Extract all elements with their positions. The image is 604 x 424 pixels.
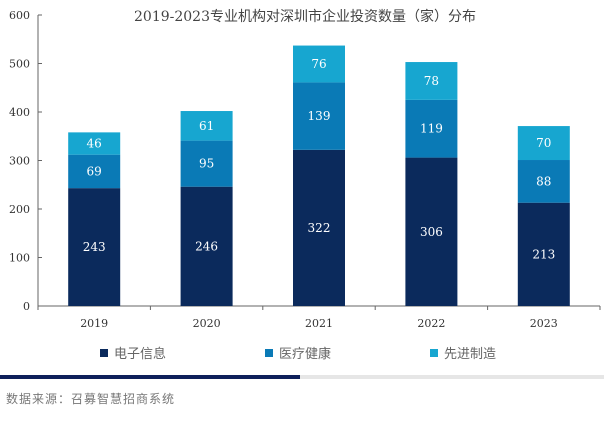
y-tick-label: 300 xyxy=(9,155,30,168)
bar-segment xyxy=(180,140,233,187)
data-label: 95 xyxy=(199,157,214,171)
data-label: 70 xyxy=(536,136,551,150)
x-tick-label: 2019 xyxy=(80,317,108,330)
divider xyxy=(0,375,604,379)
bar-segment xyxy=(517,202,570,306)
bar-segment xyxy=(68,132,121,155)
data-label: 139 xyxy=(308,109,331,123)
legend-item-electronics: 电子信息 xyxy=(100,343,166,362)
bar-segment xyxy=(293,149,345,306)
data-label: 246 xyxy=(195,239,218,253)
y-tick-label: 600 xyxy=(9,9,30,22)
data-label: 119 xyxy=(420,122,443,136)
stacked-bar-chart: 2019-2023专业机构对深圳市企业投资数量（家）分布 0 100 200 300 4… xyxy=(9,8,601,330)
data-label: 213 xyxy=(532,247,555,261)
legend-label: 医疗健康 xyxy=(279,347,332,362)
legend-swatch xyxy=(265,348,273,357)
y-tick-label: 500 xyxy=(9,58,30,71)
bar-segment xyxy=(180,111,233,141)
bar-segment xyxy=(293,45,345,83)
bar-segment xyxy=(405,99,458,158)
data-label: 78 xyxy=(424,74,439,88)
y-tick-label: 0 xyxy=(23,300,30,313)
divider-accent xyxy=(0,375,300,379)
data-label: 61 xyxy=(199,119,214,133)
bar-segment xyxy=(68,188,121,306)
bar-segment xyxy=(293,82,345,150)
y-tick-label: 400 xyxy=(9,106,30,119)
x-tick-label: 2020 xyxy=(193,317,221,330)
data-label: 76 xyxy=(311,57,326,71)
legend-item-manufacturing: 先进制造 xyxy=(430,343,496,362)
legend-label: 先进制造 xyxy=(444,347,497,362)
data-label: 88 xyxy=(536,174,551,188)
data-label: 322 xyxy=(308,221,331,235)
bar-segment xyxy=(68,154,121,189)
legend-item-healthcare: 医疗健康 xyxy=(265,343,331,362)
source-note: 数据来源：召募智慧招商系统 xyxy=(6,392,176,406)
legend-swatch xyxy=(100,348,108,357)
legend-swatch xyxy=(430,348,438,357)
data-label: 46 xyxy=(87,137,102,151)
bar-segment xyxy=(405,62,458,100)
bar-segment xyxy=(517,160,570,203)
data-label: 306 xyxy=(420,225,443,239)
y-tick-label: 200 xyxy=(9,203,30,216)
bar-segment xyxy=(405,157,458,306)
bar-segment xyxy=(517,126,570,161)
legend-label: 电子信息 xyxy=(114,347,167,362)
x-tick-label: 2021 xyxy=(305,317,333,330)
y-tick-label: 100 xyxy=(9,252,30,265)
chart-title: 2019-2023专业机构对深圳市企业投资数量（家）分布 xyxy=(134,8,476,25)
x-tick-label: 2023 xyxy=(530,317,558,330)
bar-segment xyxy=(180,186,233,306)
legend: 电子信息 医疗健康 先进制造 xyxy=(0,343,604,363)
x-tick-label: 2022 xyxy=(417,317,445,330)
data-label: 69 xyxy=(87,164,102,178)
data-label: 243 xyxy=(83,240,106,254)
